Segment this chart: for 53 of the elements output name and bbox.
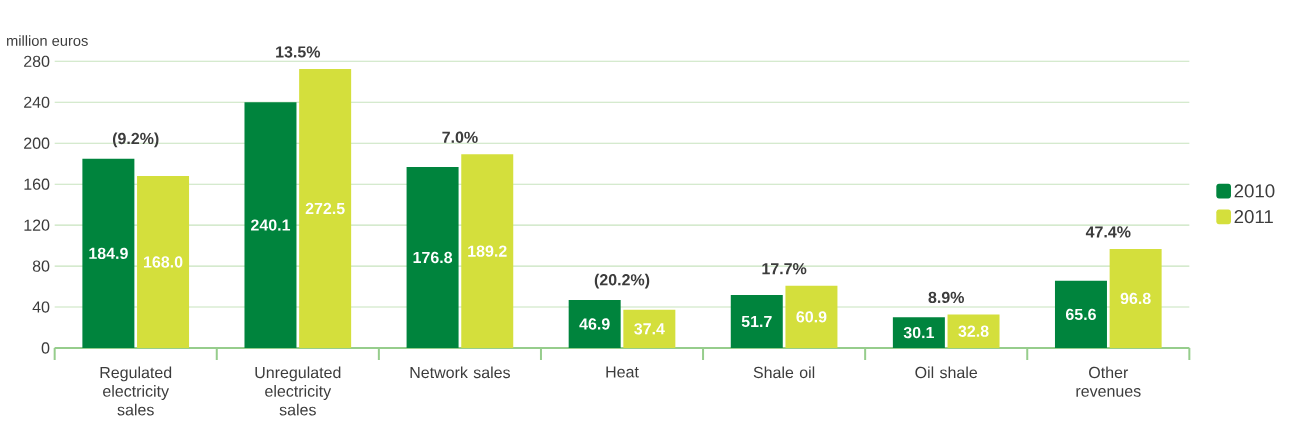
bar	[82, 158, 135, 348]
annotation: 17.7%	[762, 263, 807, 275]
data-label: 189.2	[468, 245, 507, 257]
data-label: 65.6	[1065, 308, 1096, 321]
x-tick-label: Heat	[606, 366, 639, 378]
data-label: 60.9	[796, 311, 827, 323]
y-axis-title: million euros	[7, 35, 88, 46]
data-label: 37.4	[634, 323, 665, 335]
bar	[461, 154, 514, 348]
bar	[244, 102, 297, 348]
y-tick-label: 0	[41, 342, 50, 354]
data-label: 184.9	[89, 247, 128, 259]
data-label: 46.9	[579, 318, 610, 330]
data-label: 176.8	[413, 251, 453, 264]
y-tick-label: 120	[24, 219, 50, 231]
data-label: 272.5	[305, 202, 345, 215]
y-tick-label: 40	[32, 301, 50, 313]
data-label: 32.8	[958, 325, 989, 337]
bar	[568, 299, 621, 348]
x-tick-label: Oil shale	[915, 366, 978, 379]
data-label: 96.8	[1120, 292, 1151, 305]
x-tick-label: Shale oil	[753, 366, 815, 379]
x-tick-label: Regulated electricity sales	[100, 366, 172, 416]
bar	[1054, 280, 1107, 348]
bar	[623, 309, 676, 348]
y-tick-label: 240	[24, 96, 50, 108]
annotation: 8.9%	[928, 291, 965, 304]
annotation: (20.2%)	[594, 273, 650, 289]
bar	[299, 69, 352, 348]
data-label: 240.1	[251, 219, 291, 231]
bar	[137, 176, 190, 348]
x-tick-label: Network sales	[410, 366, 510, 379]
bar	[1109, 248, 1162, 348]
annotation: (9.2%)	[112, 132, 159, 148]
y-tick-label: 160	[24, 178, 50, 190]
y-tick-label: 280	[24, 55, 50, 67]
y-tick-label: 200	[24, 137, 50, 149]
x-tick-label: Other revenues	[1076, 366, 1141, 397]
bar	[892, 317, 945, 348]
annotation: 13.5%	[276, 46, 321, 58]
bar	[785, 285, 838, 348]
data-label: 51.7	[741, 315, 772, 328]
annotation: 7.0%	[442, 131, 478, 143]
bar	[406, 166, 459, 348]
data-label: 168.0	[144, 256, 183, 268]
x-tick-label: Unregulated electricity sales	[255, 366, 341, 416]
y-tick-label: 80	[32, 260, 50, 272]
legend-label: 2011	[1234, 209, 1273, 224]
data-label: 30.1	[903, 326, 934, 339]
bar	[947, 314, 1000, 348]
bar	[730, 295, 783, 348]
annotation: 47.4%	[1085, 226, 1131, 238]
legend-label: 2010	[1234, 184, 1275, 198]
